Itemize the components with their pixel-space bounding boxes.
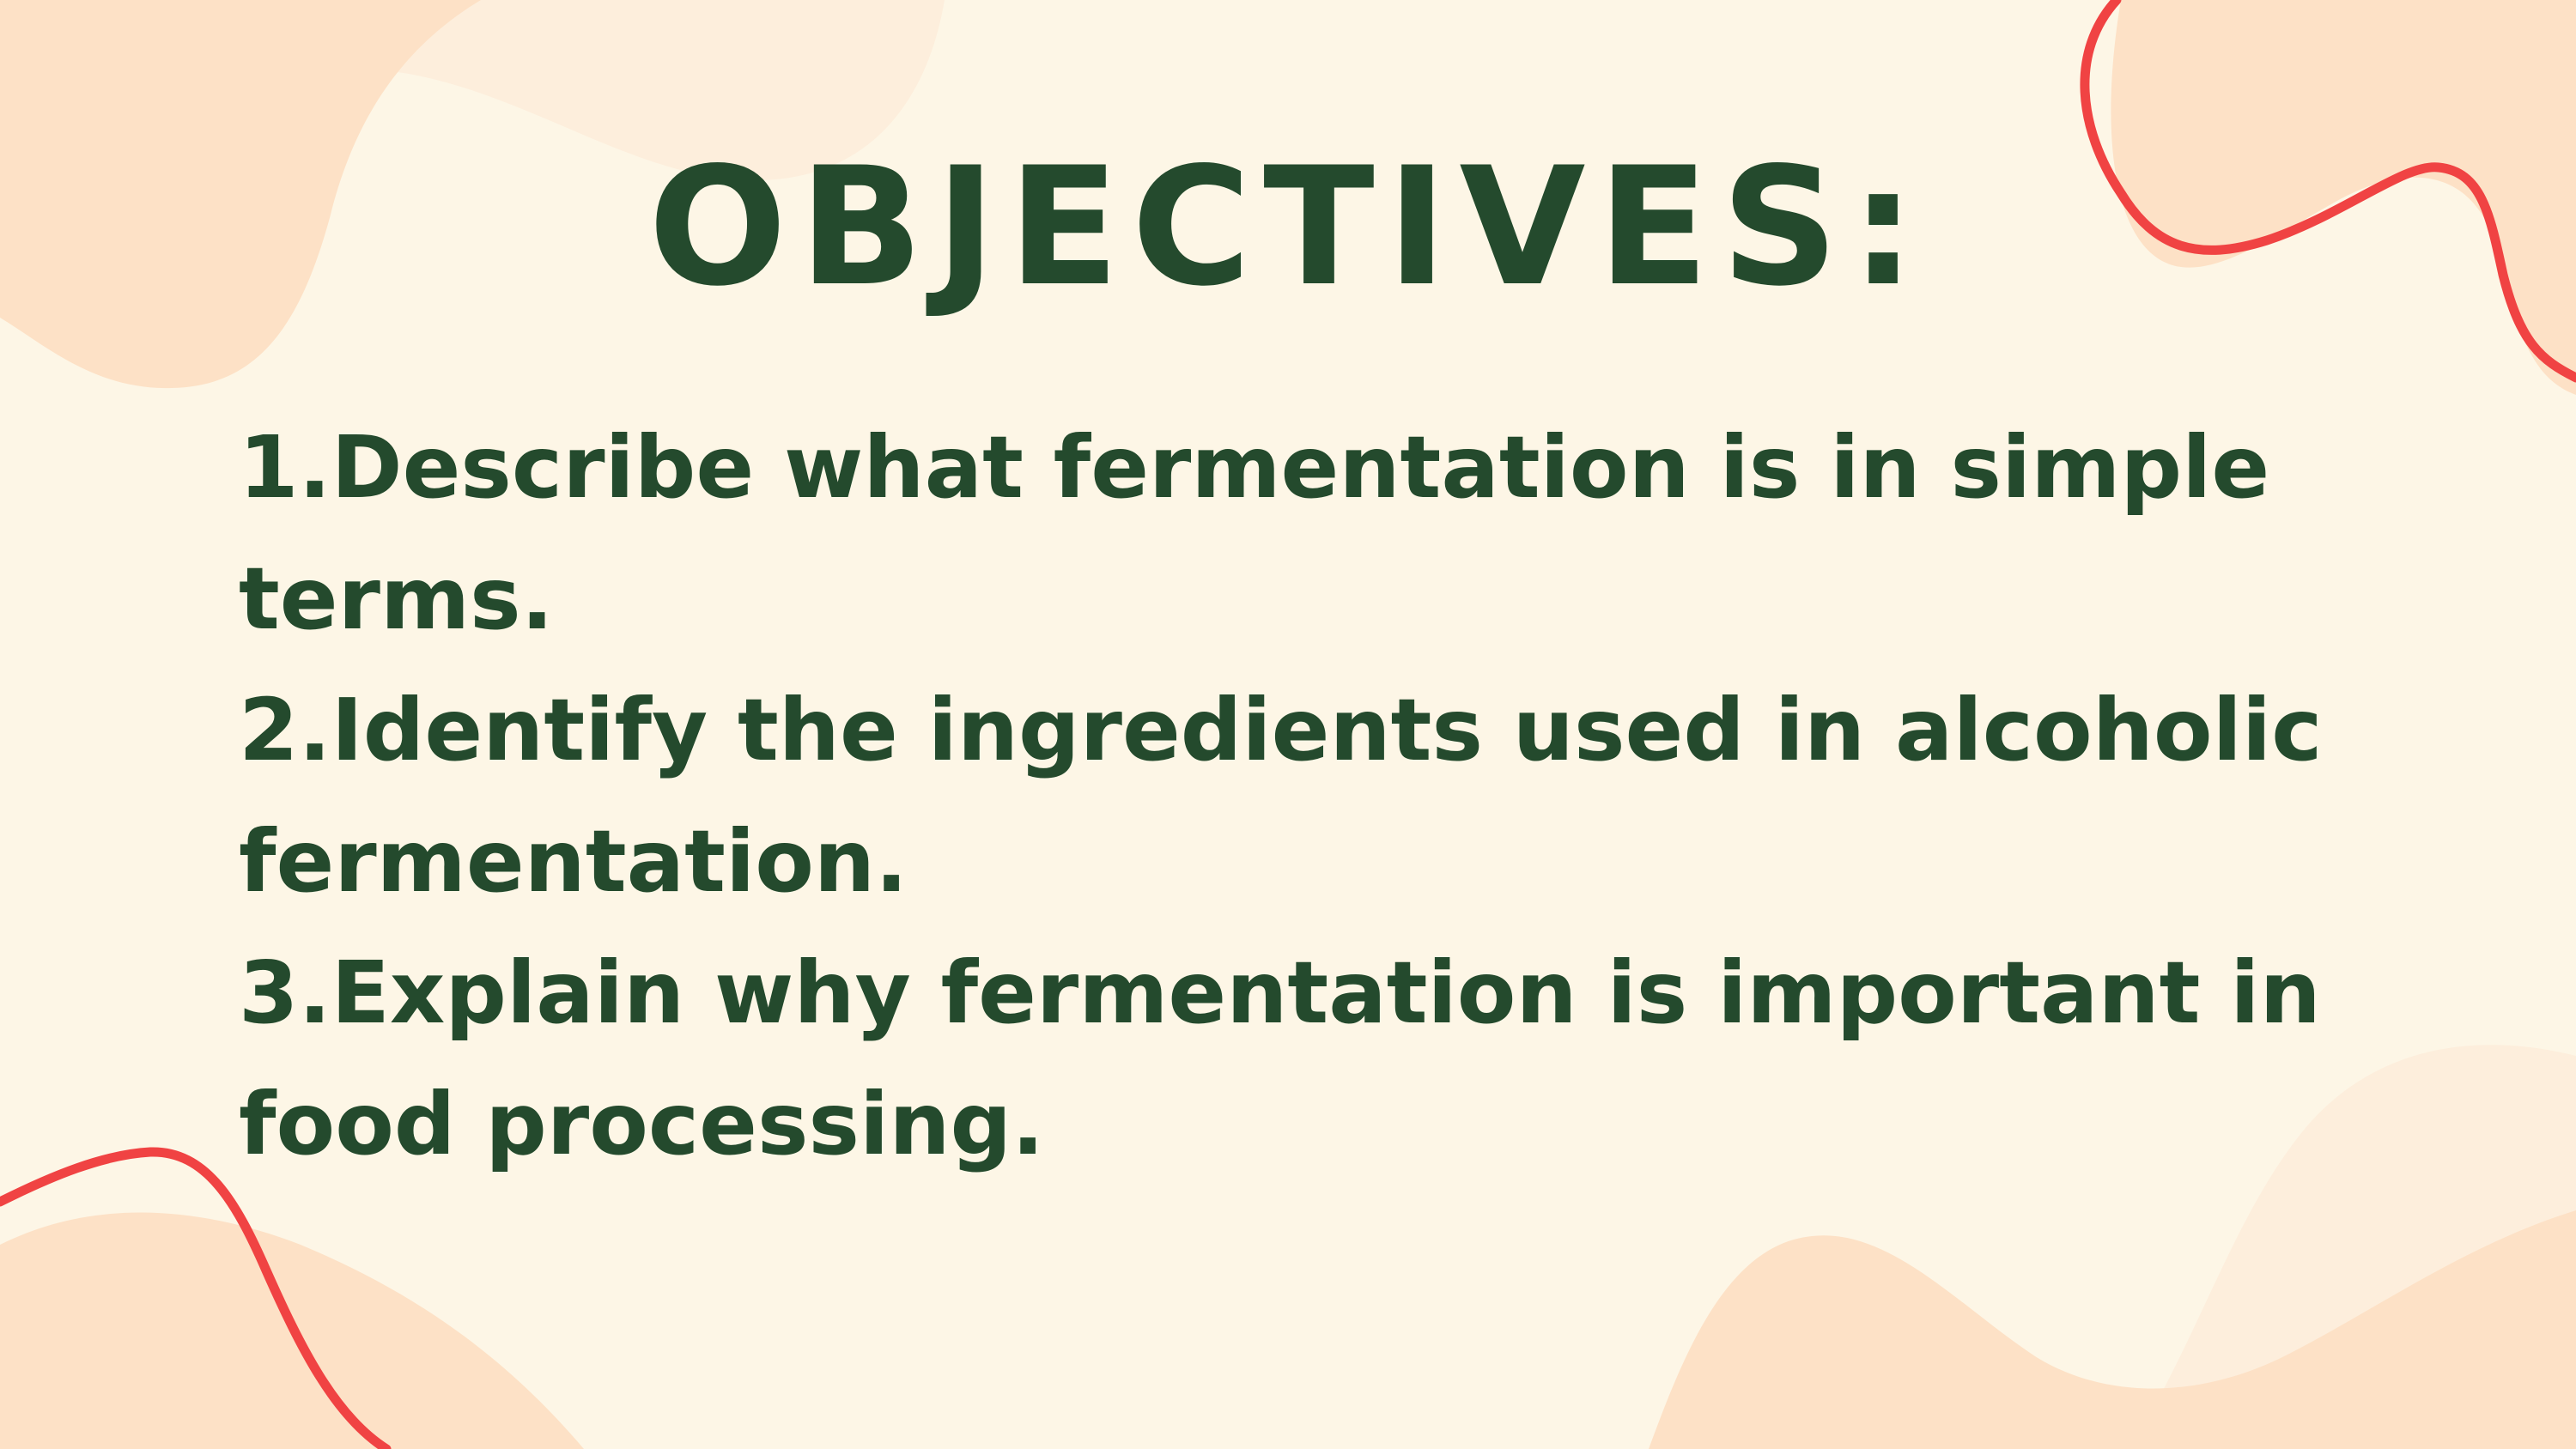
objective-item-2: 2.Identify the ingredients used in alcoh… (239, 680, 2323, 912)
bottom-right-blob (1649, 1210, 2576, 1449)
objective-item-3: 3.Explain why fermentation is important … (239, 943, 2321, 1174)
top-right-wave-line (2080, 0, 2576, 383)
objectives-list: 1.Describe what fermentation is in simpl… (239, 402, 2437, 1190)
objective-item-1: 1.Describe what fermentation is in simpl… (239, 417, 2270, 649)
bottom-left-wave-line (0, 1147, 392, 1449)
page-title: OBJECTIVES: (647, 132, 1929, 322)
top-left-blob (0, 0, 481, 389)
top-right-blob (2111, 0, 2576, 395)
